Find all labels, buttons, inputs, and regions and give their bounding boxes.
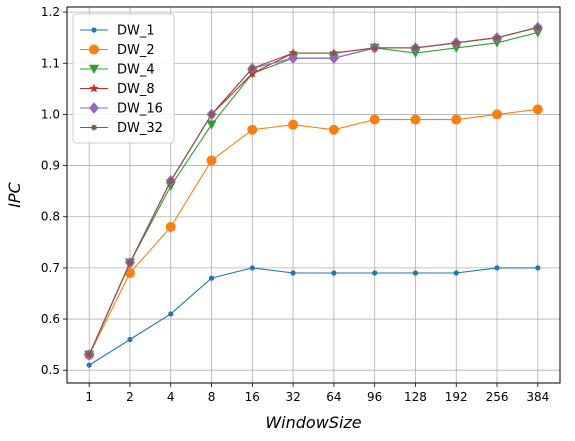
data-point [290,270,296,276]
x-tick-label: 32 [285,390,300,404]
data-point [369,114,380,125]
y-tick-label: 0.7 [41,261,60,275]
data-point [124,268,135,279]
y-tick-label: 1.0 [41,107,60,121]
series-line [88,26,538,356]
legend-label: DW_2 [117,43,155,58]
x-tick-label: 4 [167,390,175,404]
legend-entry: DW_4 [80,63,155,78]
x-axis: 1 2 4 8 16 32 64 96 128 192 256 384 [85,383,549,404]
legend-entry: DW_8 [80,82,155,97]
grid [67,7,560,383]
data-point [168,311,174,317]
data-point [412,270,419,276]
data-point [372,270,378,276]
x-tick-label: 2 [126,390,134,404]
x-tick-label: 8 [208,390,216,404]
data-point [290,50,296,57]
data-point [532,104,543,115]
x-tick-label: 128 [404,390,427,404]
legend-entry: DW_1 [80,24,155,39]
data-point [89,83,99,93]
x-tick-label: 256 [486,390,509,404]
data-point [247,124,258,135]
data-point [328,52,339,64]
legend-entry: DW_2 [80,43,155,58]
y-tick-label: 1.1 [41,56,60,70]
data-point [494,265,500,271]
data-point [288,119,299,130]
data-point [168,177,174,184]
legend-entry: DW_32 [80,121,163,136]
data-point [535,24,541,31]
data-point [453,270,459,276]
series-layer [84,21,543,368]
data-point [89,44,99,55]
data-point [328,124,339,135]
series-dw-32 [86,24,541,358]
legend-label: DW_8 [117,82,155,97]
y-axis-label: IPC [5,181,24,207]
data-point [208,275,215,281]
data-point [494,34,500,41]
data-point [86,362,92,368]
x-tick-label: 64 [326,390,341,404]
data-point [249,65,255,72]
data-point [127,259,133,266]
x-axis-label: WindowSize [265,413,361,432]
data-point [206,120,217,130]
data-point [89,64,99,74]
y-tick-label: 0.5 [41,363,60,377]
data-point [89,102,99,114]
legend-entry: DW_16 [80,102,163,117]
legend: DW_1 DW_2 DW_4 DW_8 DW_16 DW_32 [72,13,175,144]
data-point [331,50,337,57]
data-point [208,111,215,118]
data-point [127,336,133,343]
data-point [91,27,97,33]
data-point [331,270,337,276]
data-point [453,39,459,46]
data-point [165,221,176,232]
series-dw-2 [84,104,543,360]
x-tick-label: 96 [367,390,382,404]
series-line [88,267,538,366]
legend-label: DW_1 [117,24,155,39]
data-point [451,114,462,125]
x-tick-label: 1 [85,390,93,404]
x-tick-label: 16 [245,390,260,404]
legend-label: DW_4 [117,63,155,78]
y-tick-label: 0.8 [41,210,60,224]
legend-label: DW_32 [117,121,163,136]
data-point [86,351,92,358]
legend-label: DW_16 [117,102,163,117]
x-tick-label: 384 [526,390,549,404]
data-point [372,44,378,51]
plot-frame [66,6,561,384]
y-tick-label: 0.9 [41,159,60,173]
data-point [249,265,255,271]
y-axis: 0.5 0.6 0.7 0.8 0.9 1.0 1.1 1.2 [41,5,67,377]
series-dw-1 [86,265,541,368]
data-point [412,44,419,51]
data-point [535,265,541,271]
data-point [288,52,299,64]
data-point [91,124,97,131]
data-point [410,114,421,125]
y-tick-label: 1.2 [41,5,60,19]
data-point [206,155,217,166]
x-tick-label: 192 [445,390,468,404]
data-point [492,109,503,120]
series-line [88,108,538,356]
y-tick-label: 0.6 [41,312,60,326]
legend-box [72,13,175,144]
